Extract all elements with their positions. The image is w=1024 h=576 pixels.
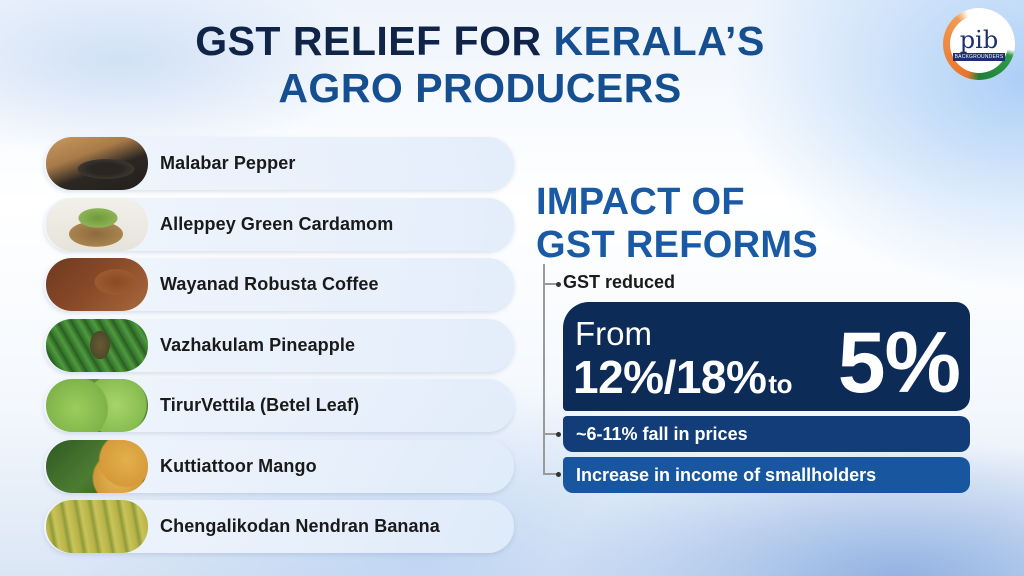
list-item: TirurVettila (Betel Leaf) <box>44 379 514 432</box>
logo-text: pib <box>959 25 999 54</box>
title-line1-blue: KERALA’S <box>553 18 765 64</box>
list-item: Kuttiattoor Mango <box>44 439 514 493</box>
impact-heading-line2: GST REFORMS <box>536 224 818 266</box>
product-list: Malabar Pepper Alleppey Green Cardamom W… <box>44 137 514 561</box>
list-item: Malabar Pepper <box>44 137 514 190</box>
connector-branch <box>543 471 561 477</box>
rate-change-box: From 12%/18%to 5% <box>563 302 970 411</box>
product-label: Alleppey Green Cardamom <box>160 213 394 234</box>
banana-image <box>46 500 148 553</box>
title-line1-dark: GST RELIEF FOR <box>195 18 554 64</box>
product-label: Kuttiattoor Mango <box>160 455 317 476</box>
impact-heading-line1: IMPACT OF <box>536 181 745 223</box>
logo-subtext: BACKGROUNDERS <box>952 52 1006 61</box>
product-label: Wayanad Robusta Coffee <box>160 274 379 294</box>
impact-point-price-fall: ~6-11% fall in prices <box>563 416 970 452</box>
pib-logo: pib BACKGROUNDERS <box>943 8 1015 80</box>
rate-line: 12%/18%to <box>573 352 796 409</box>
mango-image <box>46 439 148 493</box>
list-item: Chengalikodan Nendran Banana <box>44 500 514 553</box>
connector-branch <box>543 431 561 437</box>
connector-branch <box>543 281 561 287</box>
page-title: GST RELIEF FOR KERALA’S AGRO PRODUCERS <box>0 18 960 112</box>
impact-heading: IMPACT OF GST REFORMS <box>536 181 818 267</box>
pineapple-image <box>46 318 148 372</box>
impact-point-text: Increase in income of smallholders <box>576 464 877 485</box>
new-rate: 5% <box>837 315 961 411</box>
from-label: From <box>575 315 652 352</box>
green-cardamom-image <box>46 197 148 251</box>
product-label: Chengalikodan Nendran Banana <box>160 516 440 536</box>
product-label: Vazhakulam Pineapple <box>160 334 356 355</box>
old-rates: 12%/18% <box>573 351 767 403</box>
list-item: Vazhakulam Pineapple <box>44 318 514 372</box>
connector-line <box>543 264 545 474</box>
coffee-image <box>46 258 148 311</box>
title-line2: AGRO PRODUCERS <box>278 65 682 111</box>
list-item: Alleppey Green Cardamom <box>44 197 514 251</box>
product-label: TirurVettila (Betel Leaf) <box>160 395 360 415</box>
gst-reduced-label: GST reduced <box>563 272 676 292</box>
to-label: to <box>768 369 792 399</box>
black-pepper-image <box>46 137 148 190</box>
product-label: Malabar Pepper <box>160 153 296 173</box>
logo-inner: pib BACKGROUNDERS <box>950 15 1008 73</box>
impact-point-text: ~6-11% fall in prices <box>576 423 748 444</box>
impact-point-income-increase: Increase in income of smallholders <box>563 457 970 493</box>
list-item: Wayanad Robusta Coffee <box>44 258 514 311</box>
betel-leaf-image <box>46 379 148 432</box>
